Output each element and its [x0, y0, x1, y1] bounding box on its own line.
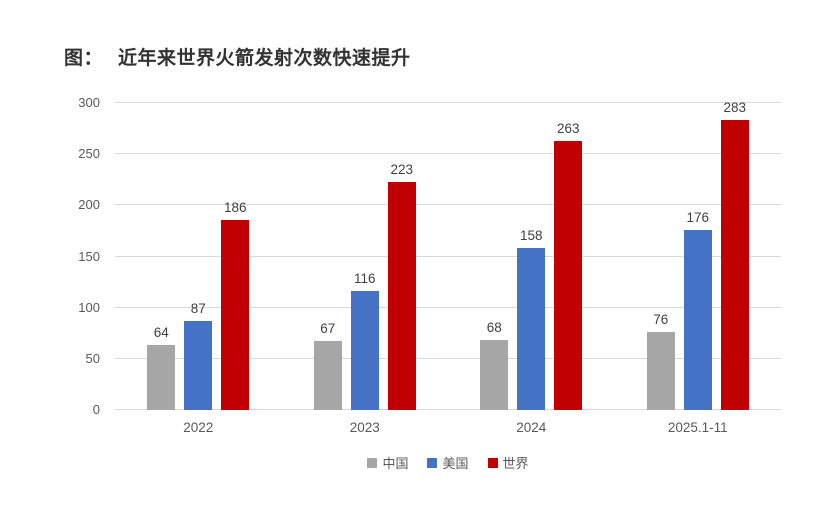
- bar-col-usa-2025.1-11: 176: [683, 209, 712, 410]
- bar-col-world-2023: 223: [387, 161, 416, 410]
- legend-swatch-icon-usa: [427, 457, 438, 468]
- bar-group-2023: 67 116 223: [282, 103, 449, 410]
- bar-group-2022: 64 87 186: [115, 103, 282, 410]
- bar-china-2023: [313, 341, 342, 410]
- bar-group-2025.1-11: 76 176 283: [615, 100, 782, 410]
- bar-value-label-world-2025.1-11: 283: [723, 100, 747, 116]
- chart-title-text: 近年来世界火箭发射次数快速提升: [118, 48, 411, 69]
- y-tick-label-50: 50: [85, 350, 100, 366]
- bar-value-label-world-2024: 263: [556, 120, 580, 136]
- gridline-300: [115, 102, 781, 103]
- bar-world-2022: [221, 219, 250, 410]
- y-tick-label-0: 0: [92, 402, 100, 417]
- bar-col-world-2025.1-11: 283: [720, 100, 749, 410]
- bar-value-label-usa-2025.1-11: 176: [686, 209, 710, 225]
- bar-usa-2024: [517, 248, 546, 410]
- bar-world-2023: [387, 181, 416, 410]
- bar-value-label-china-2022: 64: [153, 324, 169, 340]
- gridline-150: [115, 255, 781, 257]
- legend-label-world: 世界: [502, 456, 529, 471]
- bar-value-label-china-2024: 68: [486, 320, 502, 336]
- bar-value-label-usa-2022: 87: [190, 300, 206, 316]
- y-tick-label-200: 200: [78, 197, 100, 213]
- legend-label-china: 中国: [382, 456, 409, 471]
- bar-group-2024: 68 158 263: [448, 103, 615, 410]
- legend: 中国 美国 世界: [115, 453, 781, 472]
- gridline-250: [115, 153, 781, 155]
- y-axis: 0 50 100 150 200 250 300: [55, 95, 100, 417]
- bar-col-world-2024: 263: [554, 120, 583, 410]
- legend-item-world: 世界: [487, 453, 529, 472]
- bar-groups: 64 87 186 67 116 223 68 158 263 76 176 283: [115, 100, 782, 410]
- bar-col-usa-2024: 158: [517, 228, 546, 410]
- bar-col-usa-2023: 116: [350, 271, 379, 410]
- legend-swatch-icon-china: [367, 457, 378, 468]
- bar-china-2022: [147, 344, 176, 410]
- y-tick-label-250: 250: [78, 146, 100, 162]
- bar-col-china-2025.1-11: 76: [646, 312, 675, 410]
- y-tick-label-150: 150: [78, 248, 100, 264]
- bar-world-2025.1-11: [720, 120, 749, 410]
- bar-col-china-2022: 64: [147, 324, 176, 410]
- bar-usa-2022: [184, 320, 213, 410]
- bar-col-world-2022: 186: [221, 199, 250, 410]
- x-tick-label-2024: 2024: [516, 420, 547, 435]
- legend-label-usa: 美国: [442, 456, 469, 471]
- bar-col-usa-2022: 87: [184, 300, 213, 410]
- bar-usa-2023: [350, 291, 379, 410]
- x-tick-label-2025.1-11: 2025.1-11: [667, 420, 728, 435]
- bar-value-label-usa-2023: 116: [353, 271, 376, 287]
- gridline-0: [115, 409, 781, 410]
- legend-swatch-icon-world: [487, 457, 498, 468]
- bar-usa-2025.1-11: [683, 229, 712, 410]
- plot-area: 64 87 186 67 116 223 68 158 263 76 176 283: [115, 100, 782, 410]
- bar-col-china-2024: 68: [480, 320, 509, 410]
- y-tick-label-100: 100: [78, 299, 100, 315]
- gridline-100: [115, 306, 781, 308]
- bar-world-2024: [554, 140, 583, 410]
- chart-title-prefix: 图：: [64, 48, 104, 69]
- legend-item-usa: 美国: [427, 453, 469, 472]
- chart-title: 图： 近年来世界火箭发射次数快速提升: [64, 43, 411, 70]
- gridline-200: [115, 204, 781, 206]
- bar-value-label-usa-2024: 158: [519, 228, 543, 244]
- bar-value-label-china-2023: 67: [320, 321, 336, 337]
- bar-china-2025.1-11: [646, 332, 675, 410]
- bar-col-china-2023: 67: [313, 321, 342, 410]
- y-tick-label-300: 300: [78, 95, 100, 110]
- bar-value-label-china-2025.1-11: 76: [653, 312, 669, 328]
- bar-value-label-world-2022: 186: [223, 199, 247, 215]
- legend-item-china: 中国: [367, 453, 408, 472]
- x-tick-label-2023: 2023: [349, 420, 380, 435]
- bar-china-2024: [480, 340, 509, 410]
- x-tick-label-2022: 2022: [183, 420, 214, 435]
- gridline-50: [115, 357, 781, 359]
- x-axis: 2022 2023 2024 2025.1-11: [115, 411, 781, 435]
- bar-value-label-world-2023: 223: [390, 161, 414, 177]
